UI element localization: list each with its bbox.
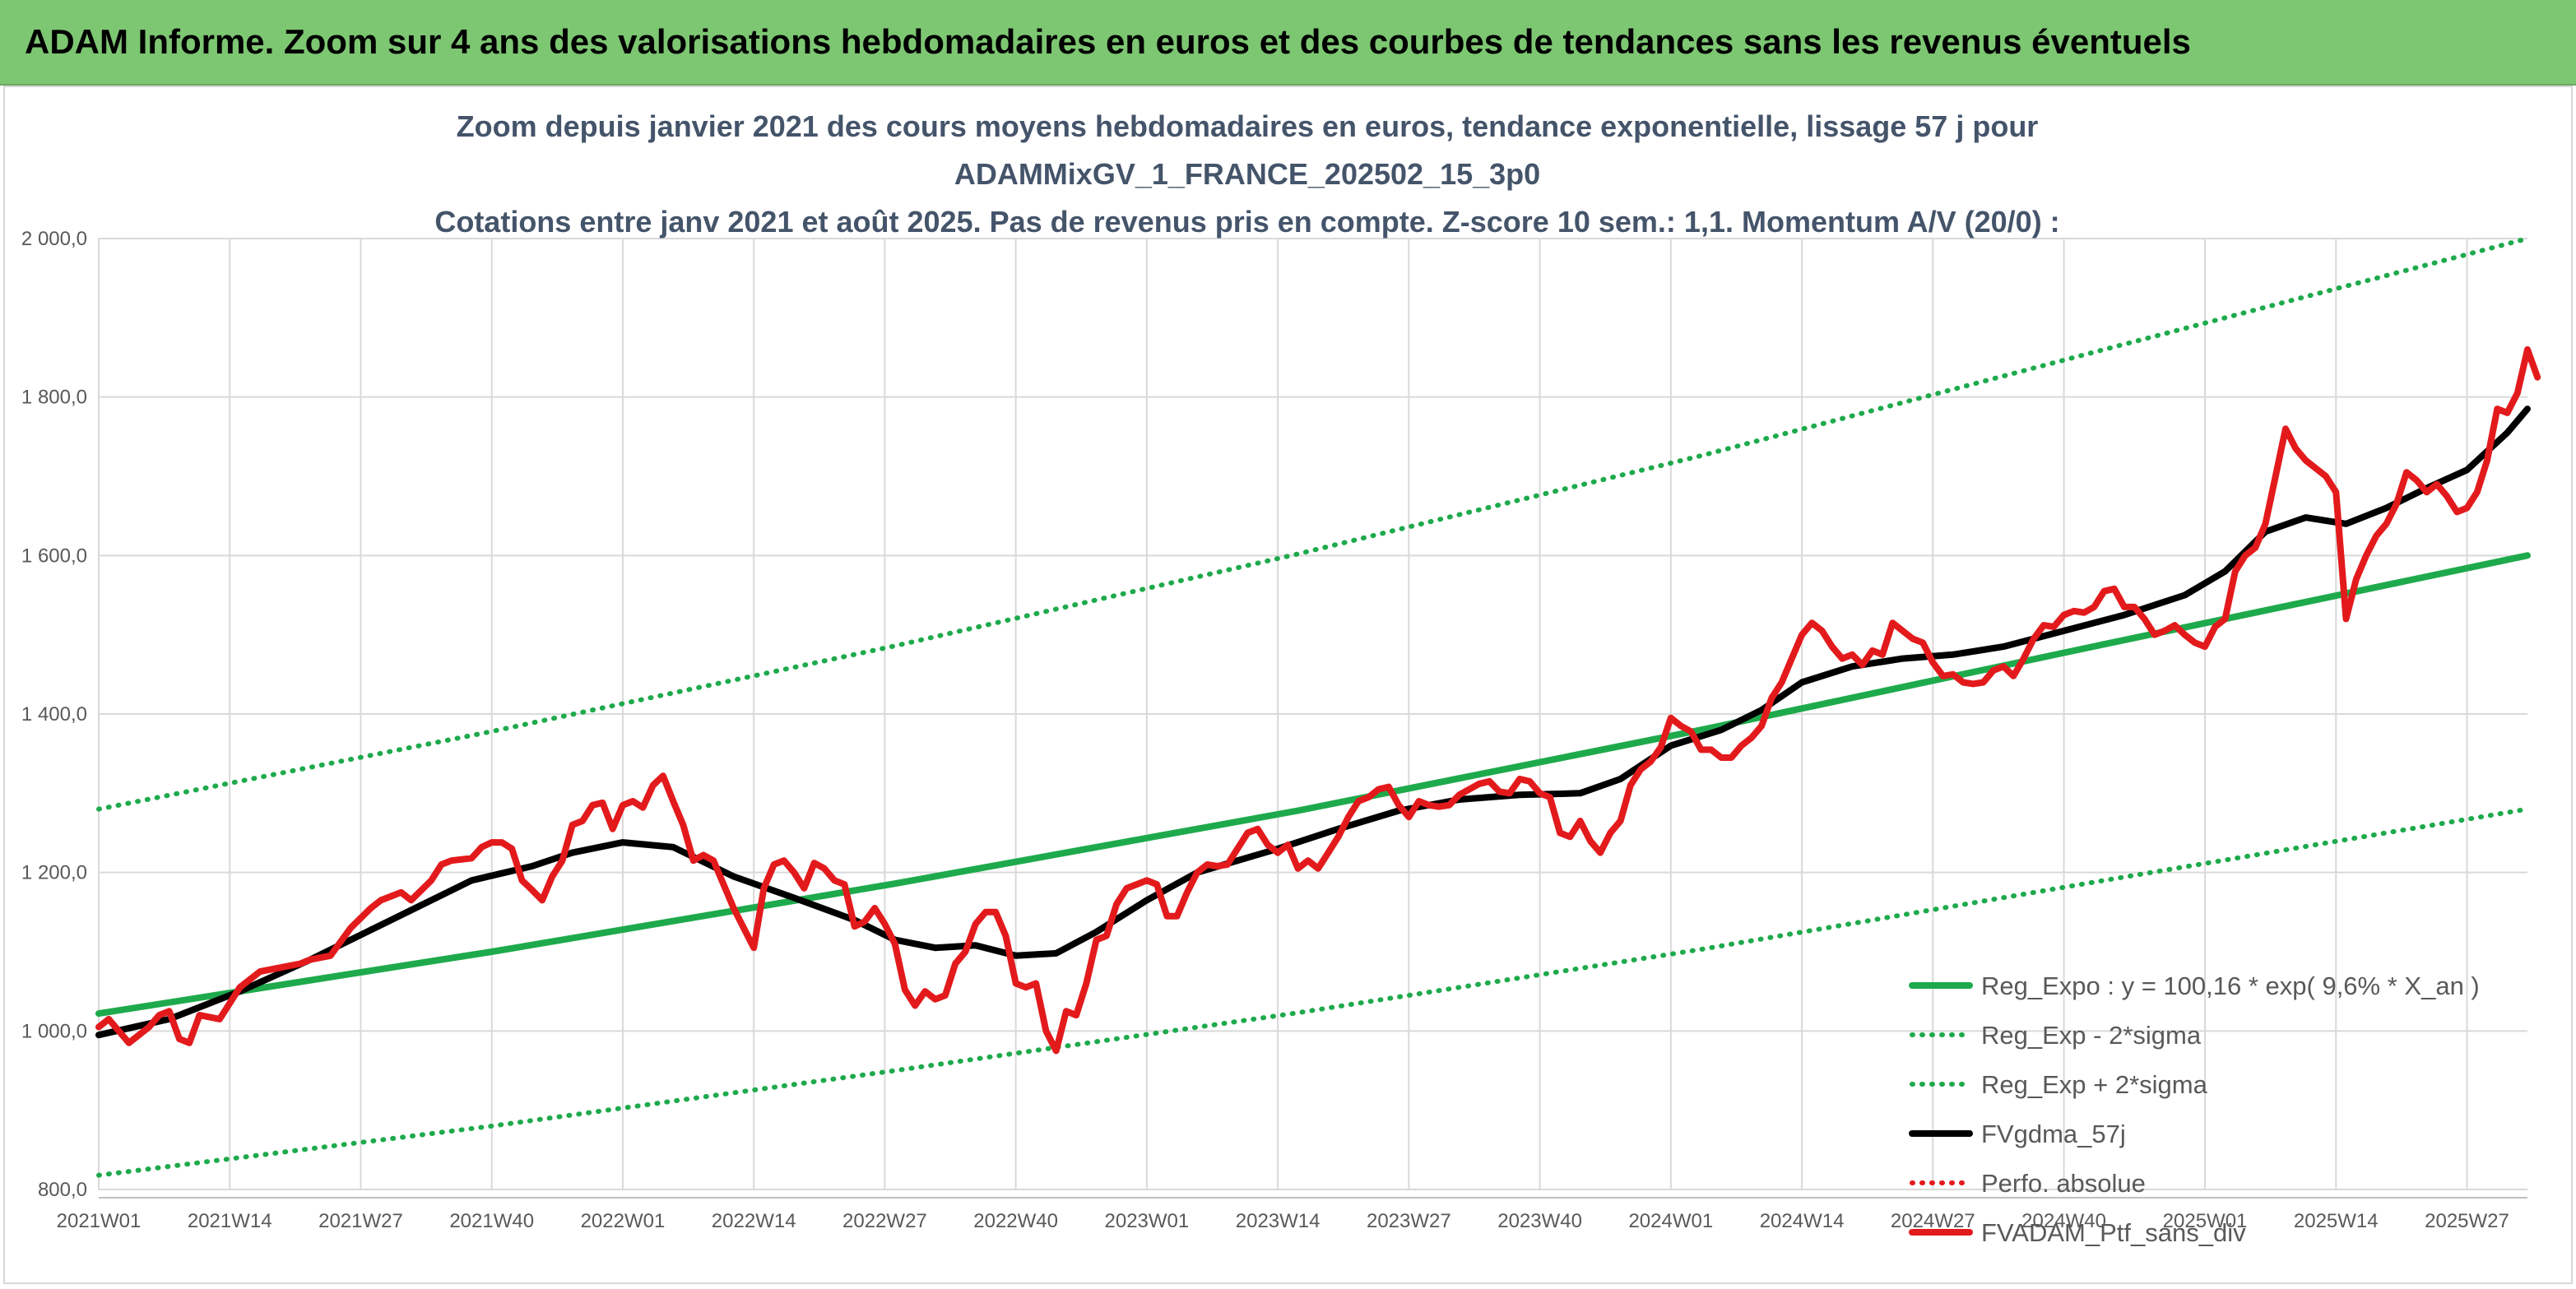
x-tick-label: 2021W01 (57, 1210, 142, 1232)
y-tick-label: 800,0 (38, 1179, 87, 1201)
x-tick-label: 2023W27 (1367, 1210, 1451, 1232)
legend-label: Reg_Exp - 2*sigma (1981, 1021, 2202, 1050)
x-tick-label: 2022W14 (712, 1210, 796, 1232)
chart-area: Zoom depuis janvier 2021 des cours moyen… (3, 86, 2573, 1284)
series-line (96, 806, 2530, 1178)
y-tick-label: 1 800,0 (21, 387, 87, 409)
x-tick-label: 2025W27 (2425, 1210, 2509, 1232)
x-tick-label: 2021W27 (318, 1210, 403, 1232)
y-tick-label: 1 000,0 (21, 1020, 87, 1042)
x-tick-label: 2021W14 (188, 1210, 272, 1232)
axes: 800,0 1 000,0 1 200,0 1 400,0 1 600,0 1 800,0… (21, 228, 2527, 1232)
chart-legend: Reg_Expo : y = 100,16 * exp( 9,6% * X_an… (1909, 971, 2480, 1247)
gridlines (98, 238, 2527, 1190)
y-tick-label: 1 400,0 (21, 703, 87, 726)
chart-title-line: ADAMMixGV_1_FRANCE_202502_15_3p0 (954, 157, 1540, 191)
x-tick-label: 2022W27 (842, 1210, 927, 1232)
series-line (95, 406, 2531, 1039)
chart-title-line: Zoom depuis janvier 2021 des cours moyen… (457, 109, 2039, 143)
report-banner: ADAM Informe. Zoom sur 4 ans des valoris… (0, 0, 2576, 86)
x-tick-label: 2025W01 (2163, 1210, 2248, 1232)
x-tick-label: 2024W01 (1628, 1210, 1713, 1232)
legend-label: Perfo. absolue (1981, 1169, 2146, 1198)
legend-label: FVADAM_Ptf_sans_div (1981, 1218, 2246, 1247)
y-tick-label: 1 600,0 (21, 545, 87, 567)
series-line (96, 236, 2530, 812)
chart-title: Zoom depuis janvier 2021 des cours moyen… (434, 109, 2059, 239)
legend-label: FVgdma_57j (1981, 1120, 2126, 1148)
x-tick-label: 2024W14 (1760, 1210, 1845, 1232)
legend-label: Reg_Exp + 2*sigma (1981, 1070, 2208, 1099)
plot-series (95, 236, 2541, 1178)
x-tick-label: 2022W01 (581, 1210, 666, 1232)
x-tick-label: 2024W40 (2021, 1210, 2106, 1232)
x-tick-label: 2023W14 (1236, 1210, 1320, 1232)
x-tick-label: 2023W01 (1105, 1210, 1190, 1232)
x-tick-label: 2023W40 (1497, 1210, 1582, 1232)
chart-title-line: Cotations entre janv 2021 et août 2025. … (434, 205, 2059, 239)
series-line (95, 345, 2541, 1055)
x-tick-label: 2022W40 (973, 1210, 1058, 1232)
banner-title: ADAM Informe. Zoom sur 4 ans des valoris… (25, 22, 2191, 61)
series-line (95, 552, 2531, 1018)
chart-svg: Zoom depuis janvier 2021 des cours moyen… (21, 109, 2541, 1247)
legend-label: Reg_Expo : y = 100,16 * exp( 9,6% * X_an… (1981, 971, 2480, 1000)
x-tick-label: 2021W40 (449, 1210, 534, 1232)
x-tick-label: 2025W14 (2294, 1210, 2379, 1232)
y-tick-label: 1 200,0 (21, 862, 87, 884)
y-tick-label: 2 000,0 (21, 228, 87, 250)
x-tick-label: 2024W27 (1891, 1210, 1975, 1232)
